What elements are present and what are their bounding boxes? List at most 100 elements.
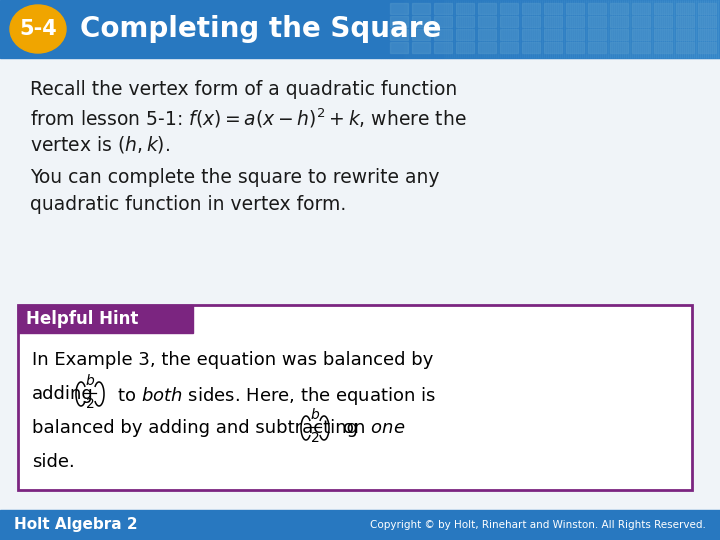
Bar [464, 0, 466, 58]
Bar [550, 0, 552, 58]
Bar [0, 0, 720, 58]
Bar [476, 0, 478, 58]
Bar [526, 0, 528, 58]
Bar [588, 3, 606, 14]
Bar [676, 29, 694, 40]
Bar [608, 0, 610, 58]
Bar [572, 0, 574, 58]
Bar [582, 0, 584, 58]
Bar [18, 305, 193, 333]
Bar [412, 3, 430, 14]
Bar [412, 16, 430, 27]
Bar [386, 0, 388, 58]
Bar [478, 0, 480, 58]
Bar [456, 3, 474, 14]
Bar [610, 3, 628, 14]
Bar [424, 0, 426, 58]
Bar [680, 0, 682, 58]
Bar [504, 0, 506, 58]
Bar [708, 0, 710, 58]
Bar [616, 0, 618, 58]
Bar [556, 0, 558, 58]
Bar [454, 0, 456, 58]
Bar [620, 0, 622, 58]
Bar [628, 0, 630, 58]
Bar [480, 0, 482, 58]
Bar [402, 0, 404, 58]
Bar [444, 0, 446, 58]
Text: Helpful Hint: Helpful Hint [26, 310, 138, 328]
Bar [376, 0, 378, 58]
Bar [528, 0, 530, 58]
Bar [456, 16, 474, 27]
Bar [654, 29, 672, 40]
Bar [576, 0, 578, 58]
Bar [586, 0, 588, 58]
Bar [714, 0, 716, 58]
Bar [698, 16, 716, 27]
Bar [382, 0, 384, 58]
Bar [390, 0, 392, 58]
Text: balanced by adding and subtracting: balanced by adding and subtracting [32, 419, 358, 437]
Bar [658, 0, 660, 58]
Bar [716, 0, 718, 58]
Bar [500, 0, 502, 58]
Bar [544, 42, 562, 53]
Bar [364, 0, 366, 58]
Bar [398, 0, 400, 58]
Bar [412, 29, 430, 40]
Text: b: b [86, 374, 94, 388]
Bar [502, 0, 504, 58]
Bar [430, 0, 432, 58]
Text: 5-4: 5-4 [19, 19, 57, 39]
Bar [676, 42, 694, 53]
Bar [384, 0, 386, 58]
Bar [544, 0, 546, 58]
Bar [622, 0, 624, 58]
Bar [632, 16, 650, 27]
Bar [390, 42, 408, 53]
Bar [580, 0, 582, 58]
Bar [676, 0, 678, 58]
Bar [378, 0, 380, 58]
Bar [632, 3, 650, 14]
Bar [532, 0, 534, 58]
Bar [588, 0, 590, 58]
Bar [648, 0, 650, 58]
Bar [536, 0, 538, 58]
Bar [688, 0, 690, 58]
Bar [702, 0, 704, 58]
Bar [522, 42, 540, 53]
Bar [410, 0, 412, 58]
Bar [592, 0, 594, 58]
Bar [646, 0, 648, 58]
Bar [578, 0, 580, 58]
Bar [432, 0, 434, 58]
Bar [440, 0, 442, 58]
Bar [388, 0, 390, 58]
Bar [544, 16, 562, 27]
Text: quadratic function in vertex form.: quadratic function in vertex form. [30, 195, 346, 214]
Bar [500, 3, 518, 14]
Bar [506, 0, 508, 58]
Bar [474, 0, 476, 58]
Text: side.: side. [32, 453, 75, 471]
Bar [698, 42, 716, 53]
Bar [522, 3, 540, 14]
Bar [602, 0, 604, 58]
Bar [360, 0, 362, 58]
Bar [698, 29, 716, 40]
Text: on $\it{one}$: on $\it{one}$ [331, 419, 405, 437]
Bar [656, 0, 658, 58]
Bar [654, 42, 672, 53]
Bar [434, 29, 452, 40]
Bar [514, 0, 516, 58]
Bar [644, 0, 646, 58]
Text: adding: adding [32, 385, 94, 403]
Bar [610, 42, 628, 53]
Bar [692, 0, 694, 58]
Bar [654, 16, 672, 27]
Bar [638, 0, 640, 58]
Bar [650, 0, 652, 58]
Bar [500, 16, 518, 27]
